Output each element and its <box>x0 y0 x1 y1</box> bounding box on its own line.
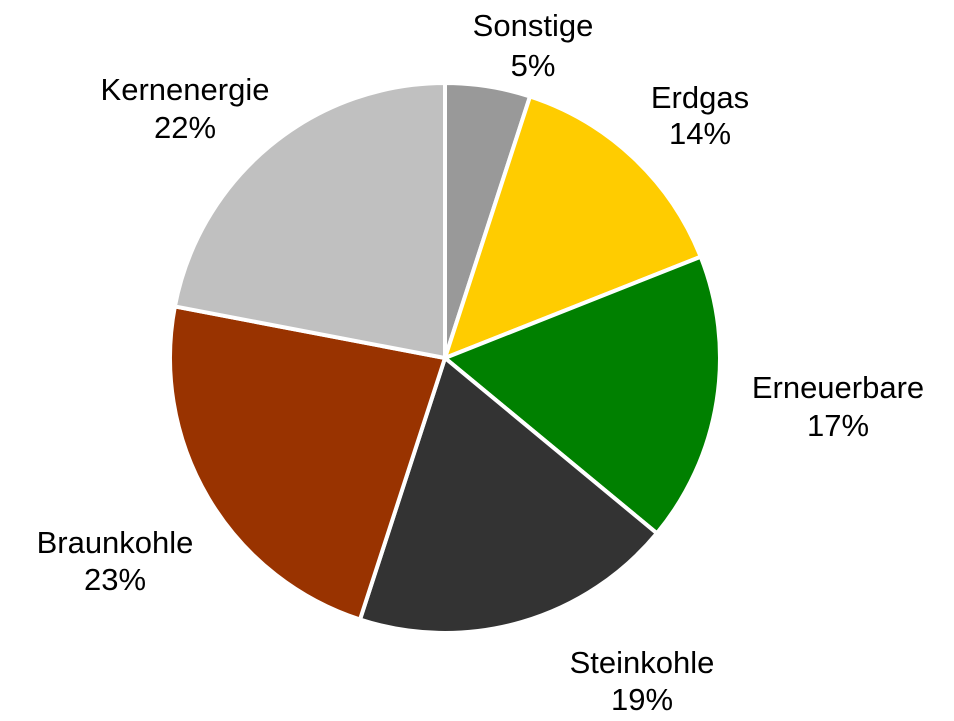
pie-slice <box>172 80 447 361</box>
slice-label: Sonstige <box>473 8 594 43</box>
slice-label: Braunkohle <box>37 525 194 560</box>
slice-value-label: 14% <box>669 116 731 151</box>
pie-slice <box>441 93 704 362</box>
pie-slice <box>168 304 448 623</box>
slice-value-label: 22% <box>154 110 216 145</box>
pie-slice <box>357 354 660 635</box>
slice-label: Steinkohle <box>570 645 715 680</box>
slice-label: Erneuerbare <box>752 370 924 405</box>
slice-value-label: 17% <box>807 408 869 443</box>
slice-value-label: 5% <box>511 48 556 83</box>
slice-value-label: 19% <box>611 682 673 717</box>
slice-label: Kernenergie <box>101 72 270 107</box>
slice-label: Erdgas <box>651 80 749 115</box>
pie-slice <box>441 254 722 537</box>
slice-value-label: 23% <box>84 562 146 597</box>
